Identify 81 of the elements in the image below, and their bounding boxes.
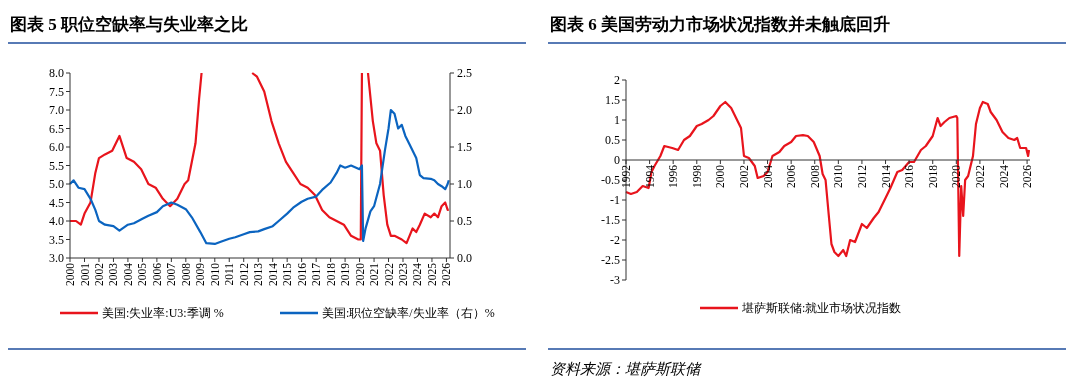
x-tick-label: 2018 (324, 262, 337, 286)
x-tick-label: 2013 (252, 262, 265, 286)
y2-tick-label: 0.0 (457, 251, 472, 266)
x-tick-label: 2011 (223, 262, 236, 286)
y-tick-label: 0.5 (605, 133, 620, 148)
x-tick-label: 2010 (208, 262, 221, 286)
line-series (624, 100, 1031, 258)
y2-tick-label: 0.5 (457, 214, 472, 229)
legend-label: 美国:职位空缺率/失业率（右）% (322, 306, 495, 321)
x-tick-label: 2007 (165, 262, 178, 286)
y-tick-label: 1 (614, 113, 620, 128)
text: 资料来源：堪萨斯联储 (550, 361, 702, 377)
x-tick-label: 2005 (136, 262, 149, 286)
x-tick-label: 2012 (237, 262, 250, 286)
x-tick-label: 2012 (855, 164, 868, 188)
y-tick-label: 3.5 (49, 232, 64, 247)
line-series (68, 108, 450, 246)
y2-tick-label: 1.0 (457, 177, 472, 192)
x-tick-label: 2000 (714, 164, 727, 188)
x-tick-label: 2018 (926, 164, 939, 188)
legend-label: 堪萨斯联储:就业市场状况指数 (741, 301, 902, 316)
x-tick-label: 2008 (808, 164, 821, 188)
x-tick-label: 2024 (997, 164, 1010, 188)
y2-tick-label: 1.5 (457, 140, 472, 155)
x-tick-label: 1996 (667, 164, 680, 188)
x-tick-label: 2016 (903, 164, 916, 188)
x-tick-label: 2025 (425, 262, 438, 286)
x-tick-label: 2004 (761, 164, 774, 188)
x-tick-label: 2003 (107, 262, 120, 286)
x-tick-label: 2014 (879, 164, 892, 188)
y-tick-label: 6.5 (49, 121, 64, 136)
x-tick-label: 2000 (64, 262, 77, 286)
x-tick-label: 2002 (738, 164, 751, 188)
x-tick-label: 1994 (643, 164, 656, 188)
x-tick-label: 2021 (368, 262, 381, 286)
x-tick-label: 2017 (310, 262, 323, 286)
y-tick-label: 0 (614, 153, 620, 168)
x-tick-label: 2016 (295, 262, 308, 286)
y-tick-label: -0.5 (601, 173, 620, 188)
y-tick-label: 5.0 (49, 177, 64, 192)
x-tick-label: 2008 (179, 262, 192, 286)
x-tick-label: 2022 (382, 262, 395, 286)
x-tick-label: 2024 (411, 262, 424, 286)
x-tick-label: 2020 (950, 164, 963, 188)
y-tick-label: 3.0 (49, 251, 64, 266)
chart-title: 图表 6 美国劳动力市场状况指数并未触底回升 (550, 15, 890, 34)
x-tick-label: 2014 (266, 262, 279, 286)
y-tick-label: -2 (610, 233, 620, 248)
y-tick-label: 7.5 (49, 84, 64, 99)
y-tick-label: 6.0 (49, 140, 64, 155)
x-tick-label: 2026 (440, 262, 453, 286)
x-tick-label: 2015 (281, 262, 294, 286)
y-tick-label: -3 (610, 273, 620, 288)
x-tick-label: 2023 (397, 262, 410, 286)
y-tick-label: -2.5 (601, 253, 620, 268)
x-tick-label: 2006 (150, 262, 163, 286)
y-tick-label: 5.5 (49, 158, 64, 173)
chart-title: 图表 5 职位空缺率与失业率之比 (10, 15, 248, 34)
x-tick-label: 2019 (339, 262, 352, 286)
x-tick-label: 2006 (785, 164, 798, 188)
y-tick-label: 8.0 (49, 66, 64, 81)
x-tick-label: 1992 (620, 164, 633, 188)
y-tick-label: 1.5 (605, 93, 620, 108)
y-tick-label: 4.0 (49, 214, 64, 229)
x-tick-label: 2002 (93, 262, 105, 286)
x-tick-label: 2009 (194, 262, 207, 286)
y-tick-label: -1.5 (601, 213, 620, 228)
x-tick-label: 2001 (78, 262, 91, 286)
y-tick-label: 4.5 (49, 195, 64, 210)
x-tick-label: 2026 (1021, 164, 1034, 188)
legend-label: 美国:失业率:U3:季调 % (102, 306, 224, 321)
x-tick-label: 1998 (690, 164, 703, 188)
x-tick-label: 2020 (353, 262, 366, 286)
x-tick-label: 2010 (832, 164, 845, 188)
y-tick-label: 7.0 (49, 103, 64, 118)
y2-tick-label: 2.5 (457, 66, 472, 81)
y-tick-label: 2 (614, 73, 620, 88)
y-tick-label: -1 (610, 193, 620, 208)
x-tick-label: 2004 (121, 262, 134, 286)
y2-tick-label: 2.0 (457, 103, 472, 118)
x-tick-label: 2022 (973, 164, 986, 188)
